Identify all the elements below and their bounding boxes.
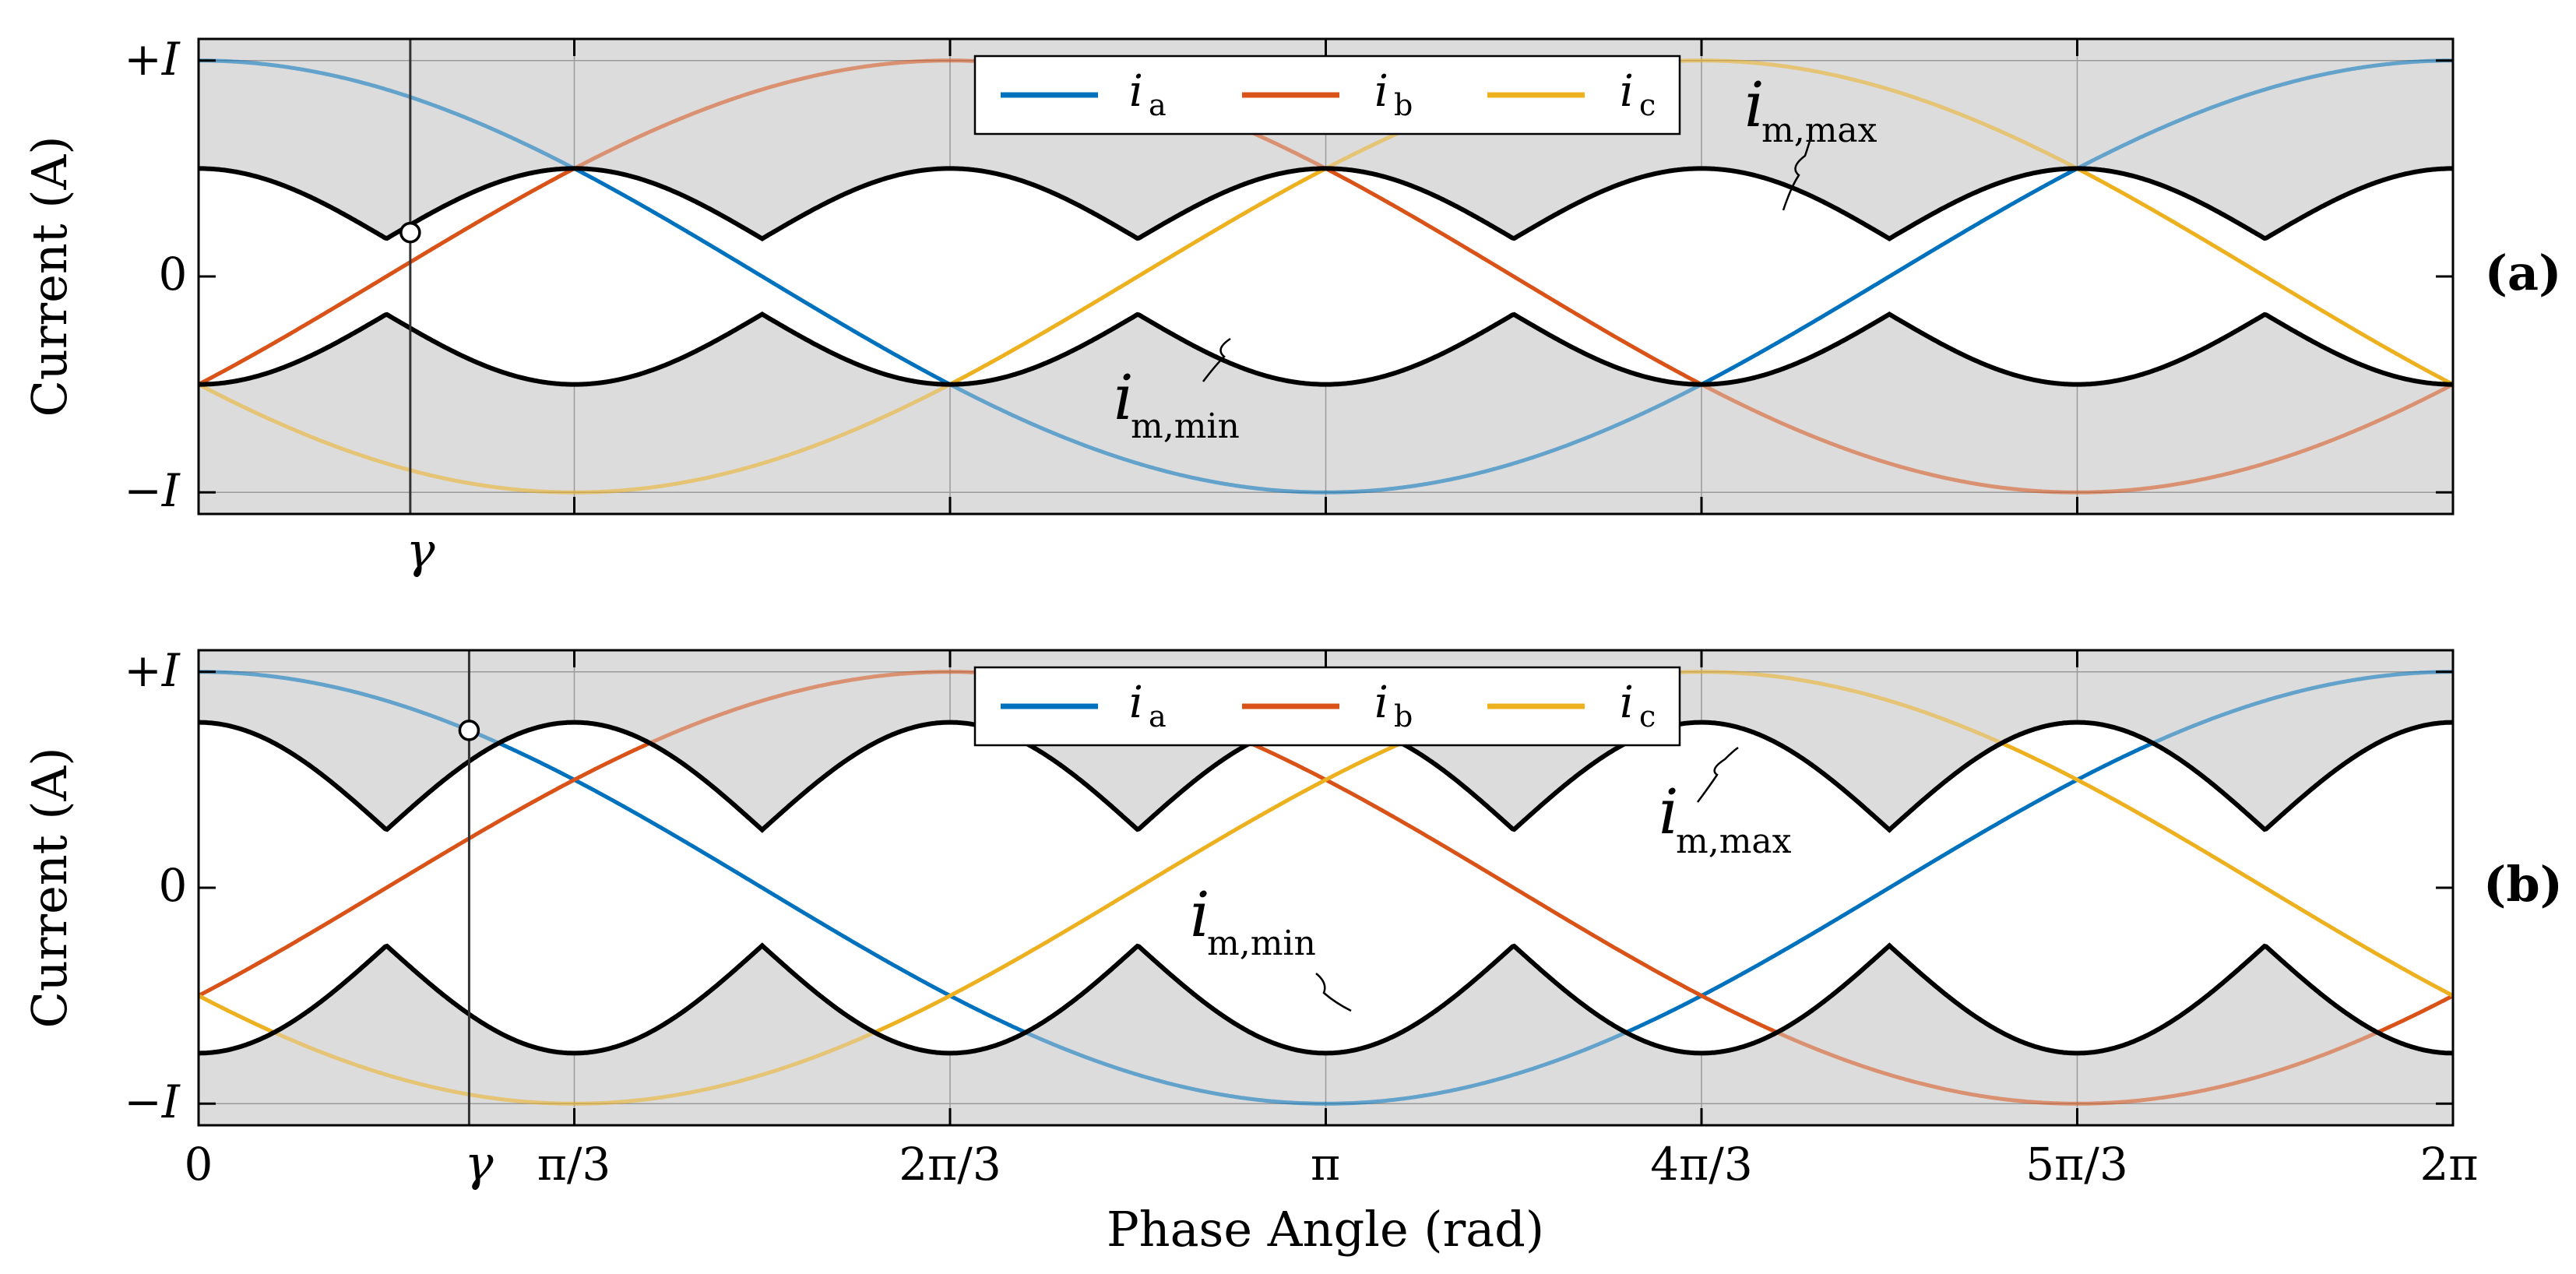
series-ic — [2077, 167, 2455, 386]
legend-ia-sub-b: a — [1149, 699, 1167, 734]
legend-ic-symbol-a: i — [1620, 66, 1634, 117]
annotation-min-symbol-a: i — [1114, 361, 1134, 434]
tick-marks-b — [197, 650, 2455, 1125]
x-tick-pi-3: π/3 — [537, 1138, 611, 1191]
annotation-min-sub-b: m,min — [1207, 924, 1316, 963]
series-ib — [197, 741, 650, 998]
annotation-max-symbol-a: i — [1744, 69, 1765, 141]
bright-sinusoids-a — [197, 167, 2455, 386]
legend-ia-symbol-b: i — [1129, 677, 1143, 728]
legend-ib-sub-b: b — [1394, 699, 1413, 734]
annotation-min-leader-b — [1315, 973, 1352, 1012]
gamma-label-a: γ — [406, 522, 435, 579]
legend-ib-symbol-a: i — [1374, 66, 1388, 117]
annotation-max-symbol-b: i — [1659, 776, 1679, 848]
gamma-point — [399, 221, 421, 244]
series-ic — [2001, 741, 2455, 998]
legend-a: i a i b i c — [973, 55, 1681, 135]
series-ia — [1626, 741, 2153, 1034]
series-ib — [2377, 994, 2455, 1034]
panel-label-b: (b) — [2483, 856, 2563, 913]
x-axis-label: Phase Angle (rad) — [1107, 1201, 1544, 1258]
legend-b: i a i b i c — [973, 666, 1681, 747]
series-ib — [1325, 167, 1702, 386]
x-tick-pi: π — [1311, 1138, 1340, 1191]
series-ia — [574, 167, 950, 386]
panel-b: +I 0 −I Current (A) (b) 0 γ π/3 2π/3 π 4… — [21, 644, 2563, 1258]
gamma-marker-b — [458, 650, 480, 1125]
y-tick-zero-a: 0 — [159, 248, 188, 301]
y-tick-zero-b: 0 — [159, 859, 188, 912]
annotation-min-leader-a — [1202, 337, 1231, 382]
series-i-m-min — [199, 942, 2453, 1056]
white-band-a — [199, 168, 2453, 385]
y-tick-bottom-a: −I — [124, 464, 181, 517]
x-tick-4pi-3: 4π/3 — [1650, 1138, 1752, 1191]
panel-a: +I 0 −I Current (A) γ (a) i a i b i c i … — [21, 33, 2561, 579]
series-ia — [1701, 167, 2078, 386]
legend-ic-symbol-b: i — [1620, 677, 1634, 728]
series-ic — [874, 741, 1401, 1034]
annotation-max-leader-b — [1696, 746, 1739, 803]
bright-sinusoids-b — [197, 741, 2455, 1034]
series-i-m-min — [199, 311, 2453, 387]
legend-ic-sub-a: c — [1639, 88, 1656, 122]
series-ic — [949, 167, 1327, 386]
envelope-region — [199, 722, 2453, 1054]
series-ib — [197, 167, 575, 386]
gamma-marker-a — [399, 39, 421, 514]
legend-ib-sub-a: b — [1394, 88, 1413, 122]
legend-ia-sub-a: a — [1149, 88, 1167, 122]
envelope-region — [199, 168, 2453, 385]
gamma-label-b: γ — [464, 1135, 494, 1191]
annotation-max-leader-a — [1782, 138, 1812, 211]
gamma-point — [458, 720, 480, 741]
x-tick-5pi-3: 5π/3 — [2025, 1138, 2127, 1191]
annotation-max-sub-b: m,max — [1676, 822, 1792, 861]
series-ia — [498, 741, 1026, 1034]
y-tick-top-a: +I — [124, 33, 181, 86]
legend-ib-symbol-b: i — [1374, 677, 1388, 728]
series-ib — [1251, 741, 1778, 1034]
y-tick-bottom-b: −I — [124, 1075, 181, 1128]
x-tick-2pi-3: 2π/3 — [899, 1138, 1001, 1191]
tick-marks-a — [197, 39, 2455, 514]
y-axis-label-b: Current (A) — [21, 747, 78, 1028]
x-tick-2pi: 2π — [2419, 1138, 2478, 1191]
series-ic — [197, 994, 274, 1034]
envelope-a — [199, 166, 2453, 387]
annotation-max-sub-a: m,max — [1761, 111, 1877, 150]
y-axis-label-a: Current (A) — [21, 135, 78, 417]
white-band-b — [199, 722, 2453, 1054]
annotation-min-sub-a: m,min — [1131, 406, 1240, 446]
panel-label-a: (a) — [2485, 245, 2562, 301]
annotation-min-symbol-b: i — [1190, 878, 1210, 951]
y-tick-top-b: +I — [124, 644, 181, 697]
legend-ic-sub-b: c — [1639, 699, 1656, 734]
legend-ia-symbol-a: i — [1129, 66, 1143, 117]
series-i-m-max — [199, 166, 2453, 241]
x-tick-0: 0 — [185, 1138, 213, 1191]
